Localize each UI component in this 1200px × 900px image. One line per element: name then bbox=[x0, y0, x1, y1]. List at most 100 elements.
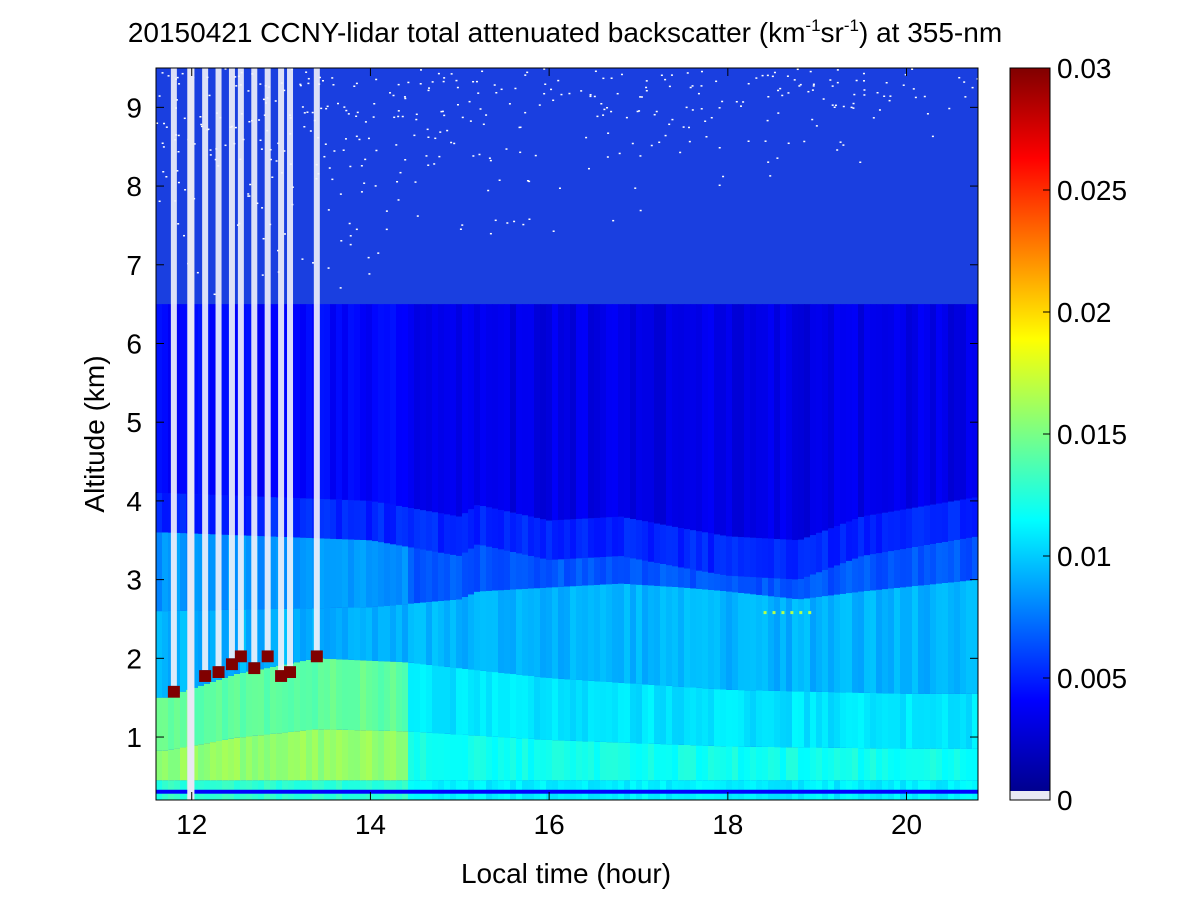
noise-speck bbox=[852, 102, 855, 105]
heatmap-band bbox=[174, 610, 181, 694]
noise-speck bbox=[327, 209, 330, 211]
heatmap-band bbox=[828, 567, 835, 596]
heatmap-band bbox=[660, 685, 667, 745]
heatmap-band bbox=[570, 740, 577, 781]
heatmap-band bbox=[864, 304, 871, 516]
heatmap-band bbox=[960, 581, 967, 694]
noise-speck bbox=[455, 79, 458, 82]
noise-speck bbox=[688, 126, 691, 129]
heatmap-band bbox=[936, 304, 943, 504]
heatmap-band bbox=[846, 692, 853, 748]
heatmap-band bbox=[936, 583, 943, 694]
heatmap-band bbox=[816, 532, 823, 573]
heatmap-band bbox=[396, 505, 403, 546]
noise-speck bbox=[735, 100, 738, 103]
noise-speck bbox=[479, 108, 482, 110]
heatmap-band bbox=[588, 304, 595, 519]
heatmap-band bbox=[744, 746, 751, 781]
heatmap-band bbox=[390, 731, 397, 781]
noise-speck bbox=[165, 126, 168, 128]
noise-speck bbox=[812, 85, 815, 87]
noise-speck bbox=[443, 114, 446, 117]
noise-speck bbox=[271, 176, 274, 178]
heatmap-band bbox=[864, 692, 871, 749]
heatmap-band bbox=[894, 693, 901, 749]
noise-speck bbox=[668, 123, 671, 126]
heatmap-column bbox=[510, 304, 517, 800]
heatmap-band bbox=[402, 731, 409, 781]
noise-speck bbox=[274, 100, 277, 102]
heatmap-band bbox=[282, 304, 289, 498]
heatmap-band bbox=[840, 692, 847, 748]
noise-speck bbox=[306, 111, 309, 113]
heatmap-band bbox=[198, 533, 205, 611]
heatmap-band bbox=[492, 590, 499, 673]
noise-speck bbox=[863, 80, 866, 82]
heatmap-column bbox=[222, 304, 229, 800]
heatmap-band bbox=[378, 304, 385, 503]
heatmap-band bbox=[942, 748, 949, 781]
heatmap-band bbox=[768, 304, 775, 539]
heatmap-band bbox=[906, 304, 913, 509]
noise-speck bbox=[200, 123, 203, 126]
heatmap-band bbox=[798, 691, 805, 748]
heatmap-band bbox=[960, 693, 967, 749]
heatmap-band bbox=[222, 739, 229, 781]
heatmap-column bbox=[756, 304, 763, 800]
heatmap-column bbox=[414, 304, 421, 800]
heatmap-band bbox=[402, 546, 409, 605]
heatmap-column bbox=[156, 304, 163, 800]
heatmap-band bbox=[906, 586, 913, 694]
heatmap-band bbox=[558, 740, 565, 781]
noise-speck bbox=[769, 175, 772, 177]
heatmap-column bbox=[966, 304, 973, 800]
colorbar-tick-label: 0.005 bbox=[1057, 663, 1127, 694]
heatmap-band bbox=[264, 668, 271, 735]
heatmap-band bbox=[444, 304, 451, 515]
heatmap-band bbox=[408, 731, 415, 781]
heatmap-band bbox=[594, 304, 601, 518]
heatmap-band bbox=[492, 548, 499, 591]
noise-speck bbox=[158, 200, 161, 203]
heatmap-band bbox=[534, 676, 541, 740]
heatmap-band bbox=[888, 748, 895, 781]
heatmap-band bbox=[852, 692, 859, 749]
heatmap-band bbox=[576, 679, 583, 742]
noise-speck bbox=[650, 144, 653, 147]
heatmap-band bbox=[408, 304, 415, 509]
heatmap-band bbox=[204, 683, 211, 744]
heatmap-band bbox=[804, 537, 811, 577]
heatmap-band bbox=[576, 518, 583, 559]
noise-speck bbox=[777, 89, 780, 92]
heatmap-band bbox=[300, 304, 307, 499]
heatmap-band bbox=[408, 508, 415, 548]
heatmap-band bbox=[792, 598, 799, 692]
heatmap-column bbox=[576, 304, 583, 800]
heatmap-band bbox=[612, 304, 619, 517]
heatmap-column bbox=[378, 304, 385, 800]
heatmap-band bbox=[252, 670, 259, 736]
x-tick-label: 16 bbox=[534, 809, 565, 840]
heatmap-band bbox=[480, 591, 487, 671]
heatmap-band bbox=[432, 551, 439, 602]
noise-speck bbox=[809, 70, 812, 73]
heatmap-band bbox=[756, 746, 763, 781]
heatmap-band bbox=[564, 740, 571, 781]
noise-speck bbox=[885, 81, 888, 84]
noise-speck bbox=[403, 96, 406, 98]
heatmap-band bbox=[720, 574, 727, 591]
heatmap-band bbox=[660, 524, 667, 565]
heatmap-band bbox=[210, 681, 217, 743]
heatmap-band bbox=[900, 509, 907, 550]
noise-speck bbox=[500, 88, 503, 91]
heatmap-band bbox=[492, 508, 499, 549]
noise-speck bbox=[855, 79, 858, 82]
heatmap-band bbox=[744, 593, 751, 691]
heatmap-band bbox=[816, 596, 823, 692]
heatmap-band bbox=[780, 597, 787, 692]
chart-title: 20150421 CCNY-lidar total attenuated bac… bbox=[128, 16, 1002, 48]
heatmap-band bbox=[402, 662, 409, 732]
heatmap-band bbox=[696, 745, 703, 781]
heatmap-band bbox=[402, 506, 409, 547]
heatmap-column bbox=[516, 304, 523, 800]
